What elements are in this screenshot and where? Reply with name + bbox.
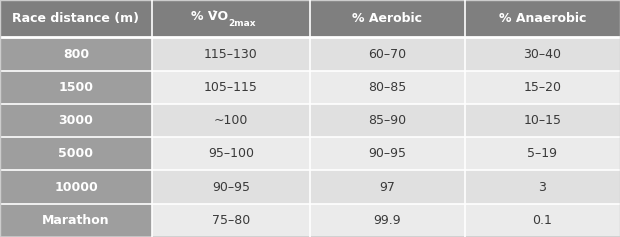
Bar xyxy=(310,37,465,71)
Text: 75–80: 75–80 xyxy=(212,214,250,227)
Bar xyxy=(465,0,620,37)
Text: 800: 800 xyxy=(63,48,89,61)
Text: 85–90: 85–90 xyxy=(368,114,407,127)
Text: 105–115: 105–115 xyxy=(204,81,258,94)
Bar xyxy=(465,71,620,104)
Text: 1500: 1500 xyxy=(58,81,94,94)
Text: 2max: 2max xyxy=(228,19,255,28)
Bar xyxy=(465,37,620,71)
Text: 0.1: 0.1 xyxy=(533,214,552,227)
Text: 5–19: 5–19 xyxy=(528,147,557,160)
Text: 30–40: 30–40 xyxy=(523,48,562,61)
Bar xyxy=(310,71,465,104)
Bar xyxy=(0,104,152,137)
Text: Marathon: Marathon xyxy=(42,214,110,227)
Bar xyxy=(152,204,310,237)
Bar xyxy=(152,71,310,104)
Text: 10–15: 10–15 xyxy=(523,114,562,127)
Text: 99.9: 99.9 xyxy=(374,214,401,227)
Text: 15–20: 15–20 xyxy=(523,81,562,94)
Bar xyxy=(152,104,310,137)
Text: 90–95: 90–95 xyxy=(212,181,250,194)
Text: 10000: 10000 xyxy=(54,181,98,194)
Bar xyxy=(152,0,310,37)
Bar xyxy=(310,170,465,204)
Text: 95–100: 95–100 xyxy=(208,147,254,160)
Bar xyxy=(310,104,465,137)
Text: 115–130: 115–130 xyxy=(204,48,258,61)
Bar xyxy=(152,37,310,71)
Text: ~100: ~100 xyxy=(214,114,248,127)
Bar xyxy=(465,104,620,137)
Text: 80–85: 80–85 xyxy=(368,81,407,94)
Bar xyxy=(0,137,152,170)
Bar xyxy=(0,170,152,204)
Text: % V̇O: % V̇O xyxy=(191,10,228,23)
Text: 3000: 3000 xyxy=(58,114,94,127)
Text: 5000: 5000 xyxy=(58,147,94,160)
Bar xyxy=(0,71,152,104)
Bar xyxy=(465,204,620,237)
Bar xyxy=(310,204,465,237)
Text: 60–70: 60–70 xyxy=(368,48,407,61)
Text: 3: 3 xyxy=(539,181,546,194)
Bar xyxy=(310,137,465,170)
Bar xyxy=(0,37,152,71)
Text: 97: 97 xyxy=(379,181,396,194)
Bar xyxy=(0,204,152,237)
Text: % Anaerobic: % Anaerobic xyxy=(499,12,586,25)
Bar xyxy=(0,0,152,37)
Bar xyxy=(310,0,465,37)
Text: Race distance (m): Race distance (m) xyxy=(12,12,140,25)
Bar xyxy=(465,170,620,204)
Text: % Aerobic: % Aerobic xyxy=(353,12,422,25)
Bar xyxy=(152,137,310,170)
Text: 90–95: 90–95 xyxy=(368,147,407,160)
Bar xyxy=(465,137,620,170)
Bar xyxy=(152,170,310,204)
